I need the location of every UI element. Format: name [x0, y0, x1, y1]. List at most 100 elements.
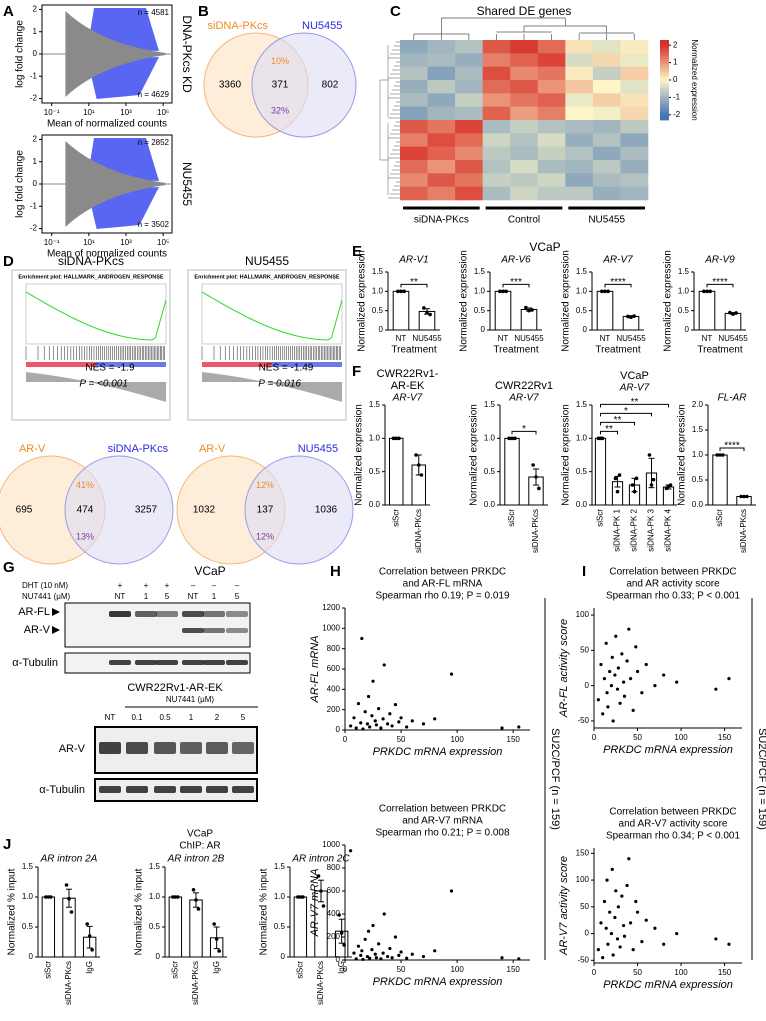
x-axis-label: Treatment: [595, 345, 640, 356]
data-point: [359, 953, 363, 958]
chart-subtitle: AR intron 2A: [40, 854, 98, 865]
x-tick-label: siDNA-PKcs: [316, 961, 325, 1005]
gsea-nes: NES = -1.9: [85, 363, 135, 374]
significance-label: *: [522, 424, 526, 435]
y-tick-label: 0.0: [484, 500, 496, 509]
venn-label: AR-V: [199, 443, 226, 455]
blot-cell: –: [212, 581, 217, 590]
data-point: [742, 494, 746, 499]
y-tick-label: 1.0: [22, 892, 34, 901]
band-arrow: [52, 626, 60, 634]
data-point: [510, 436, 514, 441]
blot-cell: 1: [212, 592, 217, 601]
chart-title: and AR-V7 mRNA: [402, 816, 483, 827]
x-tick-label: 50: [633, 968, 642, 977]
colorbar-step: [660, 69, 669, 73]
heatmap-cell: [427, 40, 456, 54]
chart-title: and AR-V7 activity score: [619, 819, 728, 830]
gsea-rank-left: [26, 362, 96, 367]
y-axis-label: Normalized expression: [469, 404, 480, 506]
y-tick-label: 0: [336, 955, 341, 964]
heatmap-cell: [537, 66, 566, 81]
data-point: [620, 894, 624, 898]
x-tick-label: 10⁵: [157, 238, 169, 247]
x-tick-label: 10³: [120, 108, 132, 117]
data-point: [622, 680, 626, 684]
y-tick-label: 1.0: [149, 892, 161, 901]
y-axis-label: AR-V7 activity score: [558, 856, 570, 956]
y-tick-label: 1.5: [484, 400, 496, 409]
blot-row-label: DHT (10 nM): [22, 581, 68, 590]
panel-label: A: [3, 3, 14, 20]
venn-count: 137: [257, 505, 274, 516]
heatmap-cell: [455, 80, 483, 94]
gsea-rank-left: [202, 362, 272, 367]
data-point: [316, 874, 321, 878]
y-tick-label: 800: [327, 863, 341, 872]
x-axis-label: PRKDC mRNA expression: [603, 979, 733, 991]
colorbar-tick-label: 0: [673, 75, 678, 84]
y-tick-label: -1: [30, 201, 38, 210]
x-tick-label: 100: [450, 735, 464, 744]
group-label: Control: [508, 215, 540, 226]
blot-title: CWR22Rv1-AR-EK: [127, 682, 223, 694]
gsea-p: P = 0.016: [258, 379, 301, 390]
x-tick-label: siScr: [43, 961, 52, 979]
data-point: [708, 289, 712, 294]
significance-bracket: [600, 412, 652, 417]
heatmap-cell: [400, 80, 428, 94]
heatmap-cell: [510, 53, 539, 67]
y-tick-label: 0: [585, 681, 590, 690]
venn-count: 474: [77, 505, 94, 516]
data-point: [702, 289, 706, 294]
data-point: [627, 627, 631, 631]
heatmap-cell: [620, 53, 649, 67]
y-tick-label: 50: [580, 645, 589, 654]
gsea-curve: [25, 291, 167, 341]
gsea-title: NU5455: [245, 254, 289, 268]
heatmap-cell: [482, 120, 511, 134]
heatmap-cell: [482, 173, 511, 187]
blot-cell: 2: [215, 713, 220, 722]
heatmap-cell: [427, 186, 456, 201]
heatmap-cell: [482, 186, 511, 201]
x-axis-label: Mean of normalized counts: [47, 119, 167, 130]
heatmap-cell: [400, 160, 428, 174]
heatmap-cell: [620, 186, 649, 201]
x-tick-label: siScr: [715, 509, 724, 527]
y-tick-label: 0.5: [576, 306, 588, 315]
colorbar-step: [660, 96, 669, 100]
data-point: [530, 308, 534, 312]
data-point: [599, 921, 603, 925]
data-point: [600, 289, 604, 294]
y-tick-label: 1.5: [369, 400, 381, 409]
y-tick-label: 200: [327, 932, 341, 941]
data-point: [352, 716, 356, 720]
gsea-barcode: [25, 346, 165, 360]
y-tick-label: 0: [481, 325, 486, 334]
x-tick-label: NT: [396, 334, 407, 343]
significance-label: ***: [510, 277, 522, 288]
y-axis-label: Normalized expression: [663, 250, 674, 352]
side-label: SU2C/PCF (n = 159): [756, 728, 766, 830]
chart-subtitle: AR-V7: [392, 393, 423, 404]
y-axis-label: log fold change: [15, 150, 26, 218]
x-tick-label: siDNA-PK 3: [647, 508, 656, 551]
x-tick-label: siScr: [596, 509, 605, 527]
annotation: n = 2852: [138, 138, 170, 147]
heatmap-cell: [482, 53, 511, 67]
heatmap-cell: [427, 106, 456, 121]
data-point: [739, 494, 743, 499]
x-tick-label: NT: [498, 334, 509, 343]
blot-cell: 0.5: [159, 713, 171, 722]
y-tick-label: 1.5: [372, 267, 384, 276]
data-point: [647, 453, 652, 457]
x-axis-label: PRKDC mRNA expression: [603, 744, 733, 756]
data-point: [394, 436, 399, 441]
data-point: [513, 436, 517, 441]
data-point: [368, 725, 372, 729]
colorbar-step: [660, 82, 669, 86]
data-point: [610, 867, 614, 871]
data-point: [421, 722, 426, 726]
